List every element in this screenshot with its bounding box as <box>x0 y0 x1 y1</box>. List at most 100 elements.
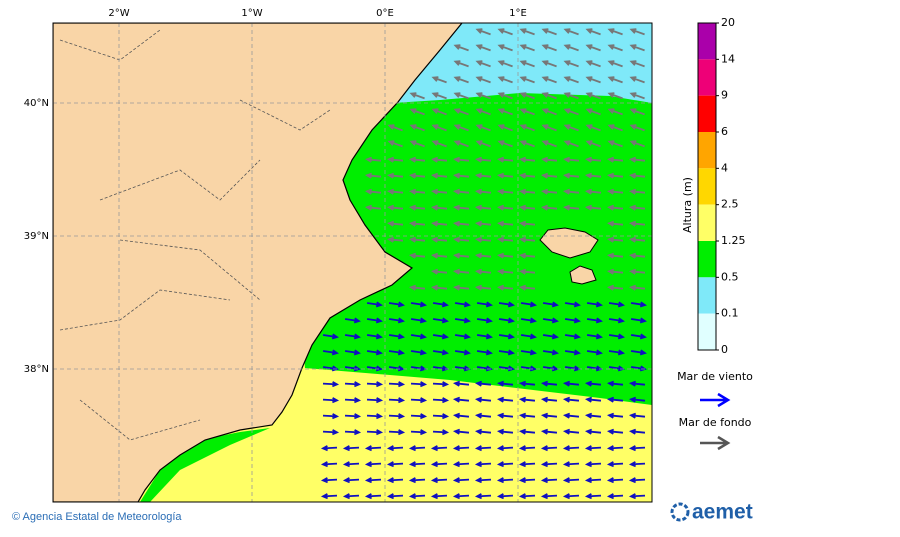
wave-arrow <box>452 493 470 500</box>
coastal-green <box>140 428 270 502</box>
wave-arrow <box>563 124 579 132</box>
colorbar-label: 9 <box>721 89 728 102</box>
wave-arrow <box>410 381 428 388</box>
wave-arrow <box>320 461 338 468</box>
wave-arrow <box>320 493 338 500</box>
wave-arrow <box>453 76 469 84</box>
wave-arrow <box>474 204 492 211</box>
wave-arrow <box>432 317 449 324</box>
wave-arrow <box>366 317 383 324</box>
map-frame <box>52 22 653 503</box>
wave-arrow <box>540 461 558 468</box>
wave-arrow <box>540 412 558 419</box>
wave-arrow <box>496 477 514 484</box>
colorbar-segment <box>698 204 716 241</box>
wave-arrow <box>430 268 448 275</box>
wave-arrow <box>496 380 514 387</box>
wave-arrow <box>542 301 559 308</box>
wave-arrow <box>474 268 492 275</box>
wave-arrow <box>518 236 536 243</box>
wind-sea-arrow <box>700 392 731 408</box>
wave-arrow <box>474 412 492 419</box>
wave-arrow <box>496 188 514 195</box>
colorbar-frame <box>697 22 717 351</box>
colorbar-segment <box>698 313 716 350</box>
wave-arrow <box>628 445 646 452</box>
wave-arrow <box>386 220 404 227</box>
wave-arrow <box>430 156 448 163</box>
wave-arrow <box>388 349 405 356</box>
wave-arrow <box>430 220 448 227</box>
wave-arrow <box>474 220 492 227</box>
wave-arrow <box>519 44 535 52</box>
wave-arrow <box>410 349 427 356</box>
wave-arrow <box>496 396 514 403</box>
wave-arrow <box>408 252 426 259</box>
wave-arrow <box>584 188 602 195</box>
wave-arrow <box>474 156 492 163</box>
wave-arrow <box>564 317 581 324</box>
wave-arrow <box>540 445 558 452</box>
wave-arrow <box>408 220 426 227</box>
wave-arrow <box>408 477 426 484</box>
wave-arrow <box>540 477 558 484</box>
wave-arrow <box>344 381 362 388</box>
wave-arrow <box>364 188 382 195</box>
wave-arrow <box>366 413 384 420</box>
wave-arrow <box>628 380 646 387</box>
wave-arrow <box>498 301 515 308</box>
wave-arrow <box>608 301 625 308</box>
wave-arrow <box>409 92 425 100</box>
wave-arrow <box>498 349 515 356</box>
wave-arrow <box>584 445 602 452</box>
colorbar-label: 20 <box>721 16 735 29</box>
lat-label: 39°N <box>24 231 49 242</box>
wave-arrow <box>518 461 536 468</box>
wave-arrow <box>366 333 383 340</box>
wave-arrow <box>342 445 360 452</box>
wave-arrow <box>606 477 624 484</box>
wave-arrow <box>452 412 470 419</box>
wave-arrow <box>497 44 513 52</box>
wave-arrow <box>430 477 448 484</box>
wave-arrow <box>584 477 602 484</box>
wave-arrow <box>432 381 450 388</box>
wave-arrow <box>410 317 427 324</box>
wave-arrow <box>452 188 470 195</box>
wave-arrow <box>497 92 513 100</box>
wave-arrow <box>562 188 580 195</box>
wave-arrow <box>606 412 624 419</box>
wave-arrow <box>629 44 645 52</box>
legend-wind-sea: Mar de viento <box>677 370 753 383</box>
wave-arrow <box>563 28 579 36</box>
wave-arrow <box>629 108 645 116</box>
wave-arrow <box>585 60 601 68</box>
wave-arrow <box>432 333 449 340</box>
colorbar-label: 1.25 <box>721 234 746 247</box>
wave-arrow <box>453 140 469 148</box>
wave-arrow <box>540 188 558 195</box>
wave-arrow <box>628 236 646 243</box>
lat-label: 38°N <box>24 364 49 375</box>
wave-arrow <box>584 380 602 387</box>
wave-arrow <box>585 44 601 52</box>
wave-arrow <box>410 397 428 404</box>
swell-arrow <box>700 435 731 451</box>
wave-arrow <box>408 461 426 468</box>
wave-arrow <box>322 381 340 388</box>
wave-arrow <box>518 268 536 275</box>
wave-arrow <box>497 140 513 148</box>
wave-arrow <box>584 156 602 163</box>
graticule <box>53 23 652 502</box>
colorbar-segment <box>698 168 716 205</box>
lat-label: 40°N <box>24 98 49 109</box>
wave-arrow <box>520 333 537 340</box>
wave-arrow <box>519 92 535 100</box>
wave-arrow <box>453 124 469 132</box>
wave-arrow <box>562 204 580 211</box>
wave-arrow <box>496 172 514 179</box>
wave-arrow <box>519 76 535 84</box>
wave-arrow <box>585 124 601 132</box>
colorbar-segment <box>698 59 716 96</box>
